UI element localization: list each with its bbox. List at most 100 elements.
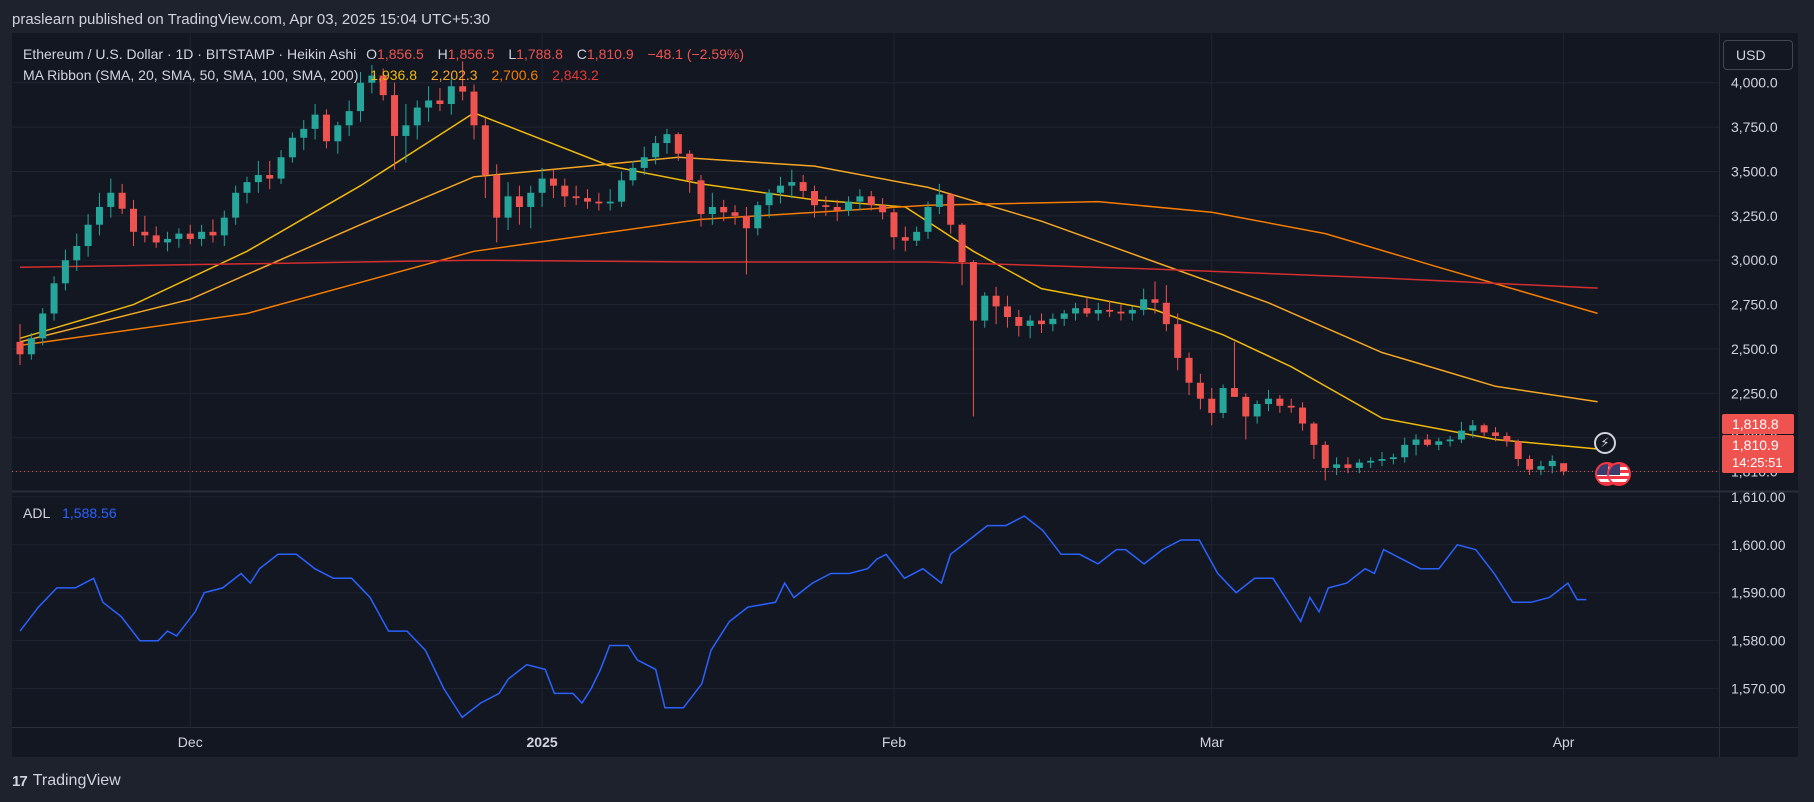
candle-body-52: [606, 201, 614, 204]
price-tick-label-4: 3,000.0: [1731, 252, 1778, 268]
candle-body-66: [765, 192, 773, 206]
last-price: 1,810.9: [1732, 437, 1779, 453]
candle-body-59: [686, 153, 694, 181]
tradingview-brand: TradingView: [32, 772, 121, 789]
candle-body-43: [504, 196, 512, 218]
candle-body-28: [334, 125, 342, 142]
adl-tick-label-2: 1,590.00: [1731, 585, 1786, 601]
candle-body-53: [618, 180, 626, 202]
ma100-value: 2,700.6: [491, 67, 539, 83]
ma20-value: 1,936.8: [370, 67, 417, 83]
candle-body-122: [1401, 444, 1409, 458]
candle-body-44: [515, 196, 523, 207]
candle-body-23: [277, 157, 285, 179]
candle-body-42: [493, 175, 501, 218]
price-tick-label-2: 3,500.0: [1731, 163, 1778, 179]
candle-body-68: [788, 182, 796, 186]
candle-body-121: [1389, 457, 1397, 460]
candle-body-60: [697, 180, 705, 215]
candle-body-15: [186, 233, 194, 239]
candle-body-127: [1457, 430, 1465, 440]
candle-body-113: [1299, 407, 1307, 424]
candle-body-38: [447, 86, 455, 105]
candle-body-14: [175, 233, 183, 239]
ohlc-low-label: L: [508, 46, 517, 62]
price-tick-label-1: 3,750.0: [1731, 119, 1778, 135]
candle-body-17: [209, 231, 217, 236]
lightning-icon[interactable]: ⚡: [1594, 432, 1616, 454]
candle-body-79: [913, 231, 921, 241]
candle-body-125: [1435, 441, 1443, 445]
candle-body-83: [958, 224, 966, 262]
candle-body-48: [561, 185, 569, 197]
candle-body-33: [391, 95, 399, 136]
price-chart[interactable]: 4,000.0 3,750.0 3,500.0 3,250.0 3,000.0 2,750…: [12, 33, 1798, 757]
candle-body-84: [969, 262, 977, 321]
candle-body-22: [266, 175, 274, 179]
candle-body-37: [436, 100, 444, 105]
ohlc-high: 1,856.5: [447, 46, 495, 62]
candle-body-110: [1265, 398, 1272, 405]
candle-body-24: [288, 137, 296, 158]
candle-body-20: [243, 182, 251, 193]
candle-body-104: [1196, 382, 1204, 399]
candle-body-97: [1117, 311, 1125, 314]
candle-body-72: [833, 206, 841, 211]
candle-body-77: [890, 212, 898, 238]
candle-body-6: [84, 224, 92, 247]
candle-body-106: [1219, 388, 1227, 413]
candle-body-7: [95, 206, 103, 225]
candle-body-46: [538, 178, 546, 193]
candle-body-31: [368, 75, 376, 83]
candle-body-73: [845, 201, 853, 211]
chart-background: [12, 33, 1798, 757]
ma-ribbon-legend: MA Ribbon (SMA, 20, SMA, 50, SMA, 100, S…: [23, 67, 609, 83]
candle-body-128: [1469, 425, 1477, 431]
candle-body-55: [640, 157, 648, 168]
price-tick-label-7: 2,250.0: [1731, 385, 1778, 401]
symbol-legend: Ethereum / U.S. Dollar · 1D · BITSTAMP ·…: [23, 46, 754, 62]
price-tick-label-3: 3,250.0: [1731, 208, 1778, 224]
candle-body-35: [413, 107, 421, 126]
ohlc-close: 1,810.9: [586, 46, 634, 62]
candle-body-118: [1355, 462, 1363, 468]
us-flag-icon-2[interactable]: [1607, 462, 1631, 486]
candle-body-54: [629, 167, 637, 181]
ma-ribbon-title: MA Ribbon (SMA, 20, SMA, 50, SMA, 100, S…: [23, 67, 359, 83]
candle-body-123: [1412, 439, 1420, 445]
currency-button[interactable]: USD: [1723, 40, 1793, 70]
ohlc-high-label: H: [437, 46, 448, 62]
bar-countdown: 14:25:51: [1732, 455, 1783, 470]
candle-body-16: [198, 231, 206, 239]
candle-body-67: [776, 185, 784, 193]
candle-body-49: [572, 196, 580, 199]
candle-body-61: [708, 206, 716, 215]
candle-body-50: [584, 198, 591, 202]
candle-body-100: [1151, 299, 1159, 303]
candles-group: [16, 61, 1568, 481]
candle-body-132: [1514, 441, 1522, 460]
candle-body-29: [345, 111, 353, 126]
candle-body-107: [1230, 388, 1238, 397]
adl-title: ADL: [23, 505, 51, 521]
candle-body-10: [130, 208, 137, 232]
candle-body-112: [1287, 405, 1295, 408]
candle-body-99: [1140, 299, 1148, 310]
candle-body-13: [164, 238, 172, 243]
candle-body-51: [595, 201, 603, 204]
candle-body-96: [1106, 309, 1114, 312]
candle-body-108: [1242, 396, 1250, 417]
candle-body-62: [720, 206, 728, 213]
tradingview-logo[interactable]: 17 TradingView: [12, 772, 121, 790]
candle-body-116: [1333, 464, 1341, 468]
candle-body-45: [527, 192, 535, 207]
ma20-price-tag: 1,818.8: [1722, 414, 1794, 434]
candle-body-70: [811, 190, 818, 206]
candle-body-78: [901, 237, 909, 241]
candle-body-0: [16, 341, 24, 355]
ma50-value: 2,202.3: [430, 67, 478, 83]
candle-body-130: [1492, 432, 1499, 436]
adl-value: 1,588.56: [62, 505, 117, 521]
candle-body-41: [481, 125, 489, 176]
adl-tick-label-4: 1,570.00: [1731, 681, 1786, 697]
